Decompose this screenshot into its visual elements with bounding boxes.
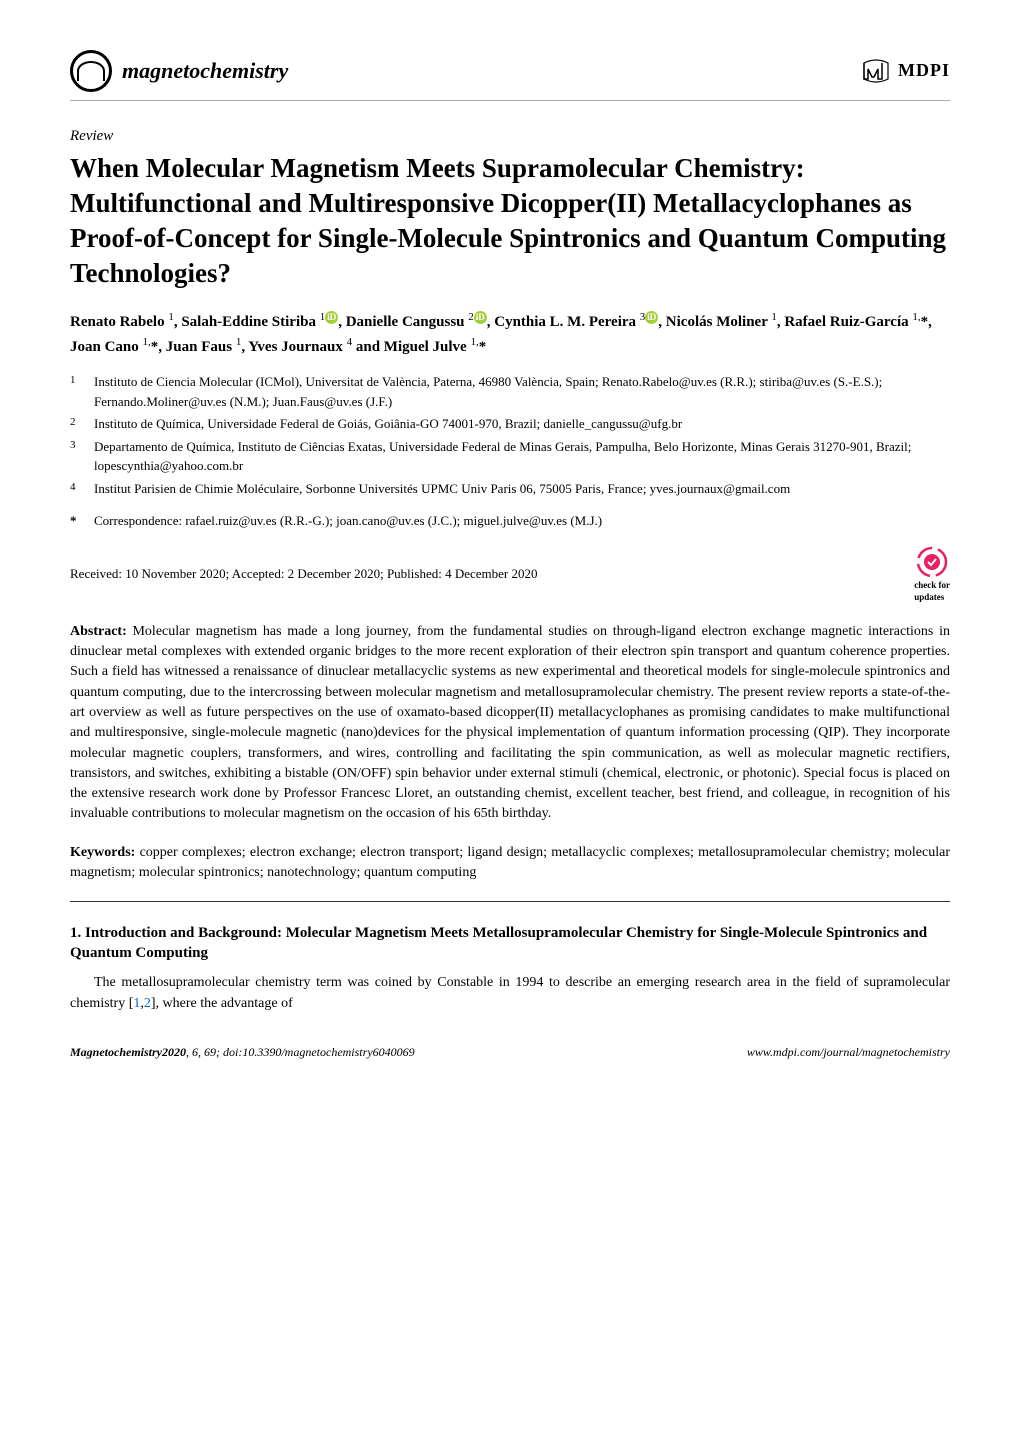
keywords-label: Keywords:: [70, 845, 135, 860]
section-heading: 1. Introduction and Background: Molecula…: [70, 924, 950, 963]
journal-icon: [70, 50, 112, 92]
affiliation-item: 4 Institut Parisien de Chimie Moléculaire…: [70, 479, 950, 499]
affiliation-number: 4: [70, 479, 82, 499]
affiliations: 1 Instituto de Ciencia Molecular (ICMol),…: [70, 372, 950, 498]
footer-year: 2020: [162, 1044, 186, 1061]
publisher-name: MDPI: [898, 58, 950, 83]
journal-header: magnetochemistry MDPI: [70, 50, 950, 101]
affiliation-item: 1 Instituto de Ciencia Molecular (ICMol),…: [70, 372, 950, 411]
journal-logo: magnetochemistry: [70, 50, 288, 92]
affiliation-text: Instituto de Química, Universidade Feder…: [94, 414, 950, 434]
affiliation-item: 3 Departamento de Química, Instituto de C…: [70, 437, 950, 476]
affiliation-text: Instituto de Ciencia Molecular (ICMol), …: [94, 372, 950, 411]
keywords-text: copper complexes; electron exchange; ele…: [70, 845, 950, 880]
abstract-label: Abstract:: [70, 624, 127, 639]
check-updates-badge[interactable]: check forupdates: [914, 545, 950, 604]
mdpi-logo: MDPI: [860, 55, 950, 87]
footer-journal: Magnetochemistry: [70, 1044, 162, 1061]
affiliation-number: 2: [70, 414, 82, 434]
correspondence-marker: *: [70, 512, 82, 530]
journal-url-link[interactable]: www.mdpi.com/journal/magnetochemistry: [747, 1045, 950, 1059]
authors: Renato Rabelo 1, Salah-Eddine Stiriba 1i…: [70, 309, 950, 358]
affiliation-number: 1: [70, 372, 82, 411]
dates-row: Received: 10 November 2020; Accepted: 2 …: [70, 545, 950, 604]
affiliation-number: 3: [70, 437, 82, 476]
abstract-text: Molecular magnetism has made a long jour…: [70, 624, 950, 822]
mdpi-icon: [860, 55, 892, 87]
affiliation-item: 2 Instituto de Química, Universidade Fede…: [70, 414, 950, 434]
article-title: When Molecular Magnetism Meets Supramole…: [70, 151, 950, 291]
footer-rest: , 6, 69; doi:10.3390/magnetochemistry604…: [186, 1044, 415, 1061]
correspondence-text: Correspondence: rafael.ruiz@uv.es (R.R.-…: [94, 512, 602, 530]
affiliation-text: Institut Parisien de Chimie Moléculaire,…: [94, 479, 950, 499]
footer-url[interactable]: www.mdpi.com/journal/magnetochemistry: [747, 1044, 950, 1061]
article-type: Review: [70, 126, 950, 147]
affiliation-text: Departamento de Química, Instituto de Ci…: [94, 437, 950, 476]
abstract: Abstract: Molecular magnetism has made a…: [70, 622, 950, 825]
check-updates-icon: [915, 545, 949, 579]
body-text: The metallosupramolecular chemistry term…: [70, 973, 950, 1014]
publication-dates: Received: 10 November 2020; Accepted: 2 …: [70, 565, 538, 583]
correspondence: * Correspondence: rafael.ruiz@uv.es (R.R…: [70, 512, 950, 530]
separator: [70, 901, 950, 902]
journal-name: magnetochemistry: [122, 56, 288, 87]
page-footer: Magnetochemistry 2020, 6, 69; doi:10.339…: [70, 1044, 950, 1061]
check-updates-label: check forupdates: [914, 579, 950, 604]
keywords: Keywords: copper complexes; electron exc…: [70, 843, 950, 884]
footer-citation: Magnetochemistry 2020, 6, 69; doi:10.339…: [70, 1044, 415, 1061]
